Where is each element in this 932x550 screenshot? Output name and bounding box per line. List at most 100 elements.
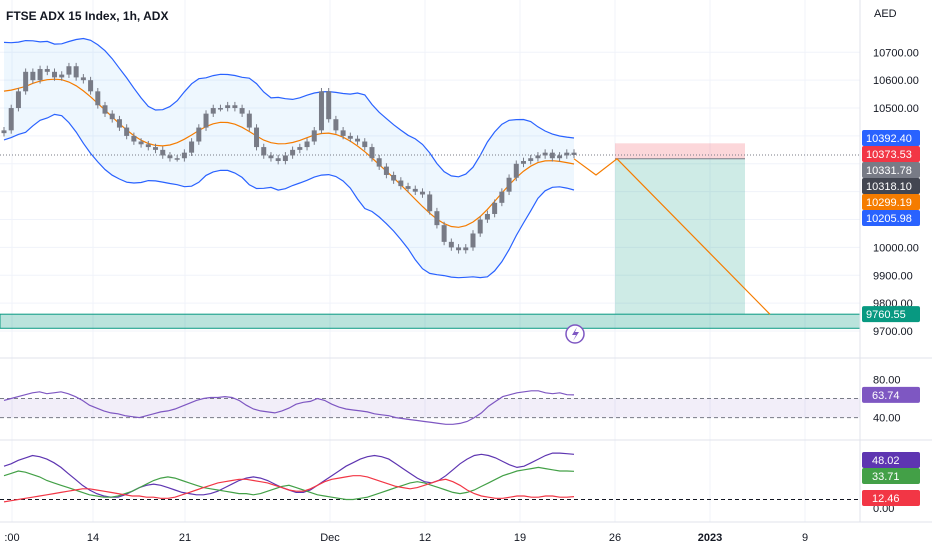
candle-body <box>88 80 94 92</box>
candle-body <box>448 241 454 248</box>
price-tick-label: 10000.00 <box>873 242 919 254</box>
adx-badge <box>862 452 920 468</box>
time-tick-label: 12 <box>419 532 431 544</box>
candle-body <box>463 247 469 251</box>
price-badge-label: 10205.98 <box>866 213 912 225</box>
candle-body <box>441 225 447 242</box>
candle-body <box>167 155 173 159</box>
support-zone-rect[interactable] <box>0 313 861 329</box>
candle-body <box>391 174 397 181</box>
candle-body <box>254 127 260 148</box>
main-price-pane[interactable] <box>0 37 861 344</box>
candle-body <box>153 147 159 150</box>
adx-badge <box>862 468 920 484</box>
candle-body <box>456 247 462 251</box>
candle-body <box>513 163 519 178</box>
rsi-band <box>0 398 860 418</box>
candle-body <box>80 77 86 81</box>
candle-body <box>564 152 570 156</box>
chart-title: FTSE ADX 15 Index, 1h, ADX <box>6 9 168 23</box>
candle-body <box>196 127 202 142</box>
price-axis-labels: 10392.40 10373.53 10331.78 10318.10 10299.19… <box>862 130 920 323</box>
candle-body <box>362 141 368 148</box>
time-axis-ticks[interactable]: :00 14 21 Dec 12 19 26 2023 9 <box>4 532 808 544</box>
adx-last-labels: 48.02 33.71 12.46 <box>862 452 920 506</box>
candle-body <box>528 158 534 162</box>
candle-body <box>261 147 267 156</box>
time-tick-label: 2023 <box>698 532 722 544</box>
di-plus-line <box>3 466 575 501</box>
candle-body <box>102 105 108 114</box>
rsi-pane[interactable] <box>0 390 860 425</box>
time-tick-label: :00 <box>4 532 19 544</box>
candle-body <box>542 152 548 156</box>
rsi-line <box>3 390 575 425</box>
candle-body <box>290 149 296 156</box>
price-tick-label: 10700.00 <box>873 47 919 59</box>
candle-body <box>174 158 180 160</box>
bollinger-band-fill <box>4 38 574 278</box>
candle-body <box>275 158 281 162</box>
candle-body <box>145 144 151 148</box>
candle-body <box>52 71 58 78</box>
adx-pane[interactable] <box>0 452 860 503</box>
candle-body <box>181 152 187 159</box>
adx-badge-label: 12.46 <box>872 493 900 505</box>
candle-body <box>355 138 361 142</box>
candle-body <box>557 155 563 159</box>
candle-body <box>405 186 411 189</box>
candle-body <box>66 66 72 75</box>
candle-body <box>369 147 375 159</box>
di-minus-line <box>3 475 575 503</box>
take-profit-zone[interactable] <box>615 158 745 315</box>
candle-body <box>73 66 79 78</box>
time-tick-label: 19 <box>514 532 526 544</box>
price-badge-label: 10299.19 <box>866 197 912 209</box>
adx-badge-label: 48.02 <box>872 455 900 467</box>
projection-path[interactable] <box>573 158 771 315</box>
lightning-icon[interactable] <box>565 324 585 344</box>
candle-body <box>477 219 483 234</box>
candle-body <box>470 233 476 248</box>
price-tick-label: 9900.00 <box>873 270 913 282</box>
candle-body <box>412 188 418 192</box>
bollinger-lower-band <box>3 113 575 279</box>
price-badge <box>862 210 920 227</box>
candle-body <box>535 155 541 159</box>
candle-body <box>383 166 389 175</box>
candle-body <box>282 155 288 162</box>
candle-body <box>506 177 512 192</box>
adx-badge <box>862 490 920 506</box>
price-tick-label: 9700.00 <box>873 326 913 338</box>
candle-body <box>427 194 433 212</box>
short-position-tool[interactable] <box>615 143 745 315</box>
candle-body <box>189 141 195 153</box>
candle-body <box>95 91 101 106</box>
candle-body <box>225 105 231 109</box>
price-badge <box>862 130 920 147</box>
rsi-axis-ticks: 80.00 40.00 <box>873 374 901 424</box>
candle-body <box>326 91 332 120</box>
candle-body <box>311 130 317 142</box>
candle-body <box>30 71 36 81</box>
candles <box>1 62 577 254</box>
price-badge <box>862 306 920 323</box>
stop-loss-zone[interactable] <box>615 143 745 159</box>
time-tick-label: 9 <box>802 532 808 544</box>
currency-label: AED <box>874 8 897 20</box>
candle-body <box>571 152 577 155</box>
candle-body <box>138 141 144 145</box>
time-tick-label: 26 <box>609 532 621 544</box>
candle-body <box>232 105 238 109</box>
price-tick-label: 10500.00 <box>873 103 919 115</box>
price-badge-label: 10331.78 <box>866 165 912 177</box>
candle-body <box>1 130 7 134</box>
candle-body <box>347 135 353 139</box>
rsi-tick-label: 40.00 <box>873 413 901 425</box>
candle-body <box>15 91 21 109</box>
price-badge-label: 10392.40 <box>866 133 912 145</box>
candle-body <box>160 149 166 156</box>
price-badge-label: 10318.10 <box>866 181 912 193</box>
candle-body <box>217 108 223 110</box>
